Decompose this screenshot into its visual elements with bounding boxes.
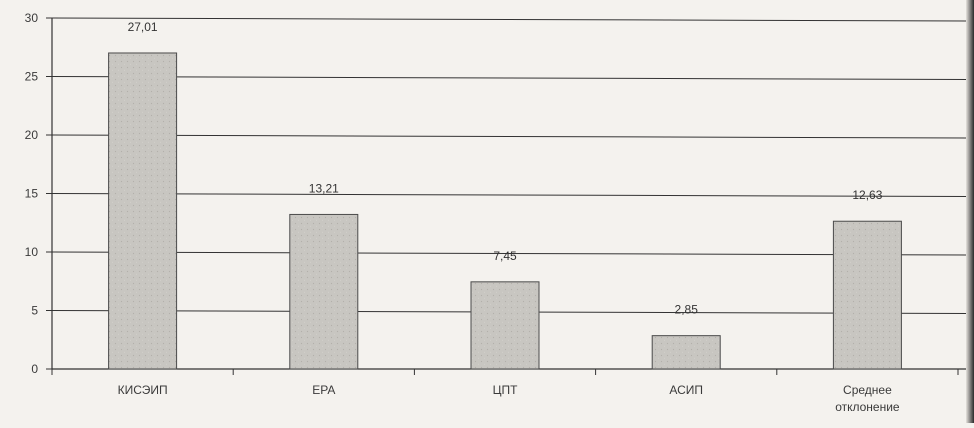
bar-5 [832,220,902,370]
category-label-3: ЦПТ [493,383,519,397]
gridline-25 [51,76,969,80]
category-label-4-line-1: АСИП [669,383,703,397]
data-label-1: 27,01 [128,20,158,34]
data-label-2: 13,21 [309,181,339,195]
gridlines [51,17,969,314]
category-label-5-line-1: Среднее [843,383,892,397]
bar-2 [289,213,359,370]
gridline-20 [51,134,969,139]
y-tick-label-10: 10 [25,245,39,259]
data-label-5: 12,63 [852,188,882,202]
category-label-3-line-1: ЦПТ [493,383,519,397]
bar-4 [651,335,721,370]
category-label-1-line-1: КИСЭИП [118,383,168,397]
category-label-5-line-2: отклонение [835,400,900,414]
gridline-30 [51,17,969,22]
gridline-10 [51,251,969,256]
y-tick-label-5: 5 [31,304,38,318]
y-tick-label-15: 15 [25,187,39,201]
data-label-3: 7,45 [493,249,517,263]
category-label-2-line-1: ЕРА [312,383,335,397]
bars [108,52,902,370]
data-labels: 27,01 13,21 7,45 2,85 12,63 [128,20,883,317]
category-label-4: АСИП [669,383,703,397]
category-labels: КИСЭИП ЕРА ЦПТ АСИП Среднее отклонение [118,383,900,414]
data-label-4: 2,85 [675,303,699,317]
y-axis-ticks: 0 5 10 15 20 25 30 [25,11,52,376]
category-label-5: Среднее отклонение [835,383,900,414]
category-label-1: КИСЭИП [118,383,168,397]
bar-3 [470,281,540,370]
y-tick-label-30: 30 [25,11,39,25]
bar-1 [108,52,178,370]
y-tick-label-20: 20 [25,128,39,142]
y-tick-label-0: 0 [31,362,38,376]
page-edge-shadow [966,0,974,423]
gridline-15 [51,193,969,197]
category-label-2: ЕРА [312,383,335,397]
y-tick-label-25: 25 [25,70,39,84]
